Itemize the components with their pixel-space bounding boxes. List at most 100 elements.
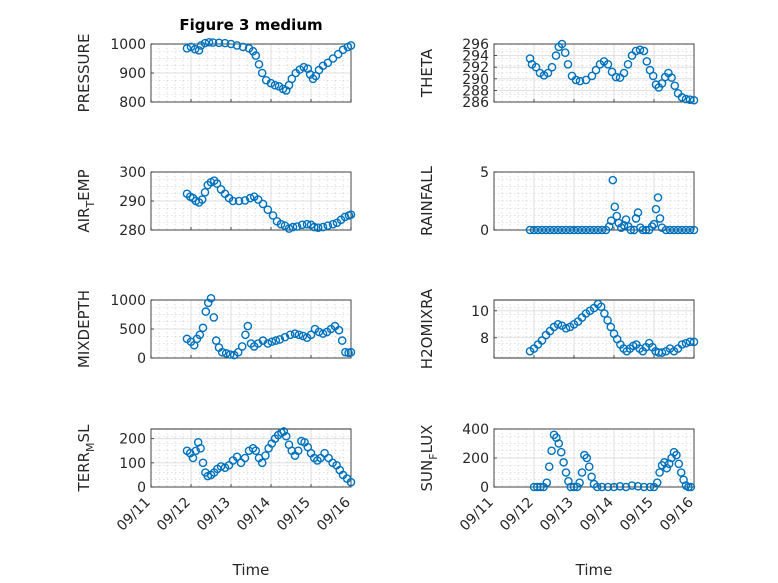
data-point bbox=[305, 70, 315, 79]
data-point bbox=[536, 482, 545, 492]
data-point bbox=[298, 331, 308, 341]
data-point bbox=[571, 75, 581, 85]
data-point bbox=[232, 452, 242, 462]
data-point bbox=[561, 225, 571, 235]
data-point bbox=[635, 45, 645, 55]
data-point bbox=[196, 444, 205, 453]
data-point bbox=[531, 62, 541, 72]
data-point bbox=[661, 225, 671, 235]
data-point bbox=[328, 219, 338, 229]
data-point bbox=[584, 462, 594, 472]
data-point bbox=[198, 323, 208, 333]
y-axis-label: TERRMSL bbox=[75, 424, 97, 493]
data-point bbox=[626, 225, 636, 235]
axes-frame bbox=[493, 43, 695, 103]
data-point bbox=[619, 221, 629, 230]
data-point bbox=[263, 205, 273, 214]
data-point bbox=[288, 222, 298, 232]
data-point bbox=[217, 347, 227, 357]
data-point bbox=[648, 71, 658, 81]
data-point bbox=[554, 439, 564, 448]
data-point bbox=[575, 478, 584, 487]
data-point bbox=[597, 482, 607, 492]
data-point bbox=[195, 330, 205, 340]
x-tick-label: 09/12 bbox=[154, 495, 194, 535]
data-point bbox=[561, 468, 571, 477]
data-point bbox=[314, 327, 324, 337]
data-point bbox=[293, 446, 303, 456]
data-point bbox=[248, 46, 258, 56]
subplot-h2omixra: 8 10 H2OMIXRA bbox=[418, 288, 699, 369]
x-tick-label: 09/16 bbox=[314, 494, 354, 534]
data-point bbox=[566, 482, 576, 492]
y-tick-label: 10 bbox=[471, 304, 489, 320]
data-point bbox=[609, 482, 619, 492]
data-point bbox=[245, 193, 255, 203]
data-point bbox=[542, 478, 552, 487]
x-tick-label: 09/13 bbox=[537, 495, 577, 535]
x-tick-label: 09/11 bbox=[457, 495, 497, 535]
data-point bbox=[318, 329, 328, 338]
data-point bbox=[551, 51, 561, 60]
data-point bbox=[674, 459, 684, 469]
y-tick-label: 290 bbox=[119, 194, 146, 210]
data-point bbox=[547, 62, 557, 72]
data-point bbox=[615, 481, 625, 491]
y-tick-label: 100 bbox=[119, 456, 146, 472]
data-point bbox=[323, 58, 333, 68]
data-point bbox=[673, 225, 683, 235]
data-point bbox=[228, 196, 238, 206]
data-point bbox=[253, 195, 263, 204]
data-point bbox=[200, 38, 210, 48]
data-point bbox=[685, 95, 695, 104]
data-point bbox=[529, 225, 539, 235]
y-tick-label: 1000 bbox=[110, 293, 146, 309]
y-axis-label: MIXDEPTH bbox=[75, 290, 93, 368]
data-point bbox=[281, 431, 291, 441]
data-point bbox=[258, 199, 268, 209]
y-tick-label: 288 bbox=[462, 83, 489, 99]
subplot-mixdepth: 0 500 1000 MIXDEPTH bbox=[75, 290, 356, 368]
data-point bbox=[537, 336, 547, 345]
data-point bbox=[603, 315, 612, 325]
data-point bbox=[621, 482, 631, 492]
y-axis-label: AIRTEMP bbox=[75, 169, 97, 232]
data-point bbox=[557, 225, 567, 235]
data-point bbox=[191, 446, 201, 456]
data-point bbox=[589, 225, 599, 235]
data-point bbox=[302, 219, 312, 229]
data-point bbox=[232, 41, 242, 50]
data-point bbox=[275, 335, 285, 344]
data-point bbox=[237, 342, 247, 351]
data-point bbox=[270, 80, 280, 90]
data-point bbox=[591, 65, 601, 75]
y-tick-label: 200 bbox=[119, 432, 146, 448]
y-tick-label: 0 bbox=[480, 223, 489, 239]
y-tick-label: 8 bbox=[480, 331, 489, 347]
data-point bbox=[544, 462, 554, 472]
data-point bbox=[563, 60, 573, 69]
data-point bbox=[285, 330, 295, 340]
y-tick-label: 900 bbox=[119, 66, 146, 82]
data-point bbox=[188, 453, 198, 463]
data-point bbox=[603, 482, 613, 492]
data-point bbox=[665, 225, 675, 235]
data-point bbox=[681, 94, 691, 104]
data-point bbox=[212, 179, 222, 188]
data-point bbox=[287, 74, 297, 84]
x-tick-label: 09/14 bbox=[577, 494, 617, 534]
data-point bbox=[190, 44, 200, 54]
data-point bbox=[638, 225, 648, 235]
data-point bbox=[593, 225, 603, 235]
data-point bbox=[290, 329, 300, 338]
data-point bbox=[541, 225, 551, 235]
data-point bbox=[208, 38, 218, 47]
subplot-terr_msl: 0 100 200 09/11 09/12 09/13 09/14 09/15 09/16 TER… bbox=[75, 424, 356, 535]
data-point bbox=[529, 482, 539, 492]
y-tick-label: 294 bbox=[462, 49, 489, 65]
data-point bbox=[211, 336, 221, 345]
data-point bbox=[545, 225, 555, 235]
data-point bbox=[610, 202, 620, 212]
y-axis-label: SUNFLUX bbox=[418, 425, 440, 492]
data-point bbox=[263, 339, 273, 348]
